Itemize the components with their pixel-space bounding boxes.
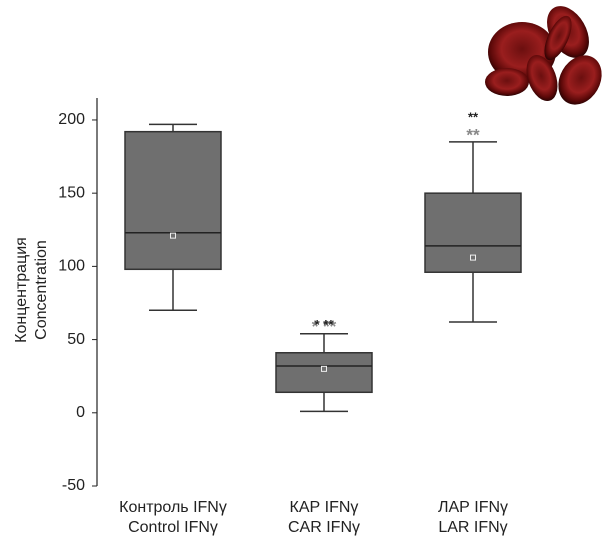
mean xyxy=(170,232,176,239)
y-tick-label: 100 xyxy=(58,258,85,275)
blood-cells-image xyxy=(485,6,602,105)
y-tick-label: 200 xyxy=(58,111,85,128)
box xyxy=(275,352,373,394)
x-tick-label: Контроль IFNγ xyxy=(119,499,227,516)
mean xyxy=(321,365,327,372)
x-tick-label: КАР IFNγ xyxy=(290,499,359,516)
y-axis-label: Concentration xyxy=(33,240,50,340)
x-tick-label: LAR IFNγ xyxy=(438,519,507,536)
y-tick-label: 50 xyxy=(67,331,85,348)
y-tick-label: -50 xyxy=(62,477,85,494)
significance-mark: * ** xyxy=(312,317,337,336)
significance-mark: ** xyxy=(468,109,479,124)
box xyxy=(424,192,522,273)
significance-mark: ** xyxy=(466,125,480,144)
y-tick-label: 150 xyxy=(58,184,85,201)
x-tick-label: Control IFNγ xyxy=(128,519,218,536)
significance-mark: * ** xyxy=(315,317,335,332)
box xyxy=(124,130,222,271)
mean xyxy=(470,254,476,261)
x-tick-label: ЛАР IFNγ xyxy=(438,499,508,516)
y-tick-label: 0 xyxy=(76,404,85,421)
x-tick-label: CAR IFNγ xyxy=(288,519,360,536)
y-axis-label: Концентрация xyxy=(13,237,30,343)
